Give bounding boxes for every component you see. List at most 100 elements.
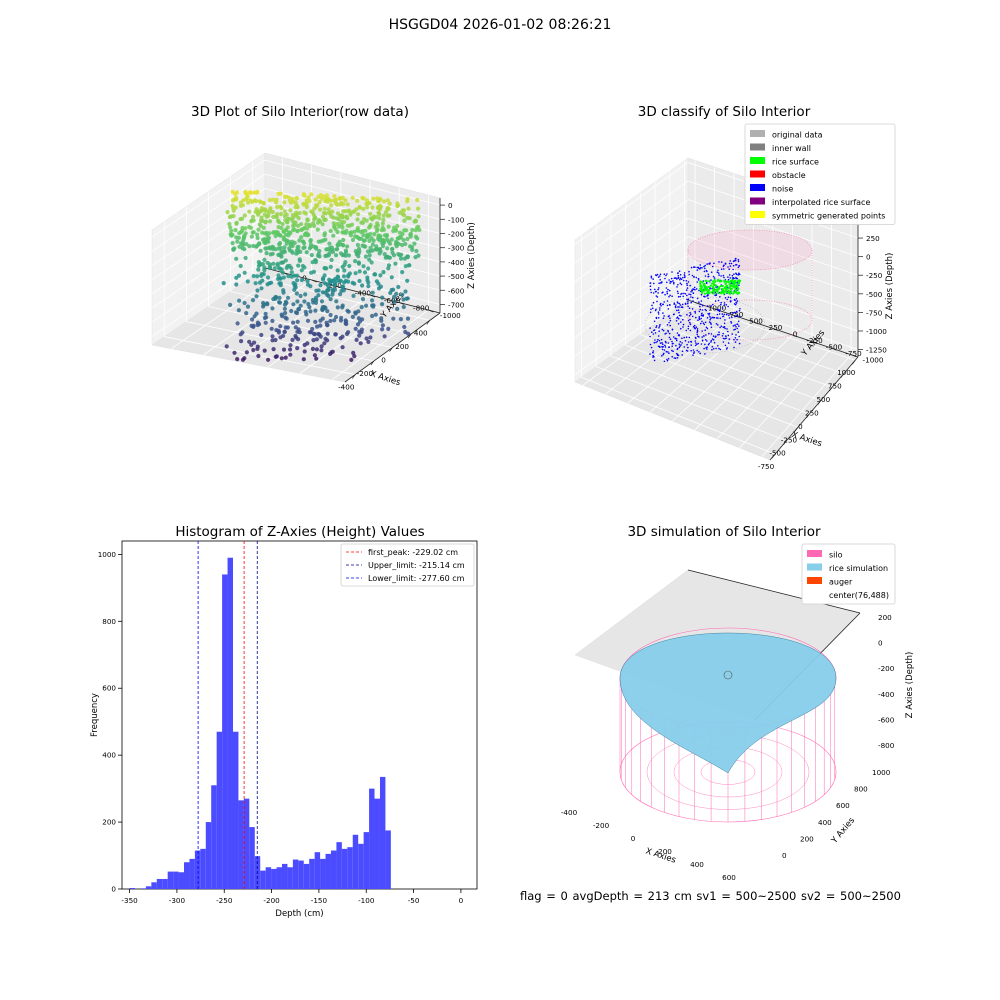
p2-rice-point (709, 284, 712, 287)
p1-point (271, 230, 276, 235)
p2-noise-point (671, 295, 673, 297)
p4-back-axis-y (687, 569, 861, 614)
p1-point (368, 211, 373, 216)
p1-point (409, 245, 415, 250)
p2-noise-point (717, 324, 719, 326)
p1-point (395, 306, 400, 311)
p2-noise-point (727, 276, 729, 278)
p1-grid-x (208, 306, 393, 348)
p2-noise-point (725, 335, 727, 338)
p2-rice-point (717, 278, 720, 282)
p1-point (245, 279, 250, 284)
p1-point (291, 320, 296, 325)
p1-point (225, 210, 230, 215)
p2-noise-point (687, 302, 689, 305)
p2-noise-point (686, 343, 688, 346)
hist-bar (341, 848, 348, 889)
p1-point (262, 268, 267, 273)
p2-tick-label-x: -250 (781, 435, 798, 444)
p1-point (390, 250, 395, 255)
p1-point (252, 314, 257, 319)
p2-noise-point (655, 316, 658, 319)
p1-point (297, 257, 302, 262)
p1-point (255, 320, 260, 325)
p2-noise-point (655, 341, 657, 344)
p2-noise-point (704, 264, 706, 267)
p1-point (357, 329, 362, 334)
p2-noise-point (698, 317, 700, 319)
p4-tick-label-y: 400 (818, 818, 832, 827)
p2-noise-point (657, 345, 660, 348)
hist-bar (265, 867, 272, 889)
p2-grid-z (574, 180, 689, 264)
p1-point (352, 281, 357, 286)
p2-noise-point (707, 273, 710, 276)
p2-noise-point (659, 303, 662, 306)
p1-point (271, 214, 276, 220)
p1-point (295, 223, 301, 228)
p2-noise-point (735, 326, 737, 328)
p1-point (253, 281, 258, 286)
p2-noise-point (700, 300, 703, 302)
p1-point (389, 287, 394, 293)
p1-point (238, 263, 243, 269)
p2-rice-point (732, 284, 735, 287)
p1-point (334, 299, 339, 304)
p2-rice-point (714, 280, 717, 283)
p2-rice-point (728, 287, 731, 290)
p1-point (342, 280, 347, 285)
p2-noise-point (727, 334, 730, 337)
p2-noise-point (662, 291, 664, 293)
p2-noise-point (729, 296, 732, 299)
p1-point (307, 246, 312, 251)
p2-noise-point (683, 346, 686, 348)
p1-point (274, 328, 279, 333)
p1-point (328, 297, 333, 302)
p1-point (307, 222, 312, 227)
p2-noise-point (699, 264, 701, 266)
p2-noise-point (652, 350, 655, 352)
p2-rice-point (713, 284, 716, 287)
p2-noise-point (700, 314, 703, 316)
p1-point (333, 201, 339, 206)
p1-point (380, 302, 385, 307)
p2-noise-point (690, 266, 693, 269)
p1-point (337, 196, 342, 201)
p4-tick-label-y: 800 (854, 785, 868, 794)
hist-ytick-label: 1000 (98, 550, 117, 559)
p1-point (321, 276, 326, 281)
p1-point (282, 248, 287, 253)
p2-grid-z (574, 162, 689, 245)
p2-noise-point (666, 359, 669, 362)
p4-legend-label: auger (829, 578, 853, 587)
p1-point (267, 197, 273, 203)
p2-rice-point (706, 289, 709, 293)
p2-noise-point (732, 264, 735, 267)
p2-noise-point (725, 313, 728, 316)
p2-noise-point (665, 350, 668, 353)
p1-point (291, 302, 296, 307)
p2-noise-point (696, 266, 699, 269)
p2-noise-point (650, 275, 653, 278)
p2-legend-label: interpolated rice surface (772, 198, 870, 207)
p2-noise-point (704, 308, 707, 311)
p1-point (265, 275, 271, 280)
p2-noise-point (671, 349, 673, 352)
p2-noise-point (738, 342, 741, 345)
p1-point (234, 256, 239, 261)
p1-point (380, 295, 385, 300)
p2-noise-point (722, 337, 725, 340)
p2-noise-point (687, 346, 689, 349)
p1-point (335, 268, 340, 273)
p2-noise-point (679, 274, 682, 276)
p1-point (303, 231, 308, 236)
p1-point (319, 299, 325, 304)
p1-point (258, 248, 263, 253)
p1-point (259, 332, 264, 338)
p1-point (376, 286, 382, 291)
p1-point (318, 323, 323, 328)
p2-noise-point (690, 291, 692, 293)
p2-noise-point (673, 277, 676, 279)
p1-point (285, 238, 290, 243)
p2-noise-point (675, 338, 678, 340)
